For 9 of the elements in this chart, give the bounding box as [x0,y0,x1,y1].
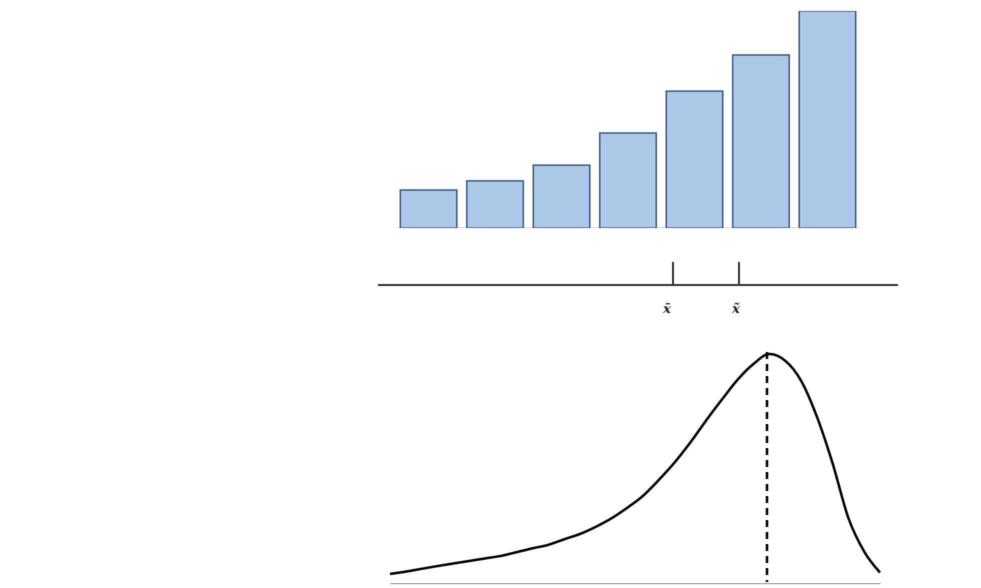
bar [798,11,856,228]
text: x̄ [663,302,671,318]
bar [400,189,458,228]
bar [732,54,790,228]
bar [532,164,591,228]
text: x̃ [732,302,740,318]
bar [599,132,657,228]
bar [665,90,724,228]
bar [466,180,524,228]
